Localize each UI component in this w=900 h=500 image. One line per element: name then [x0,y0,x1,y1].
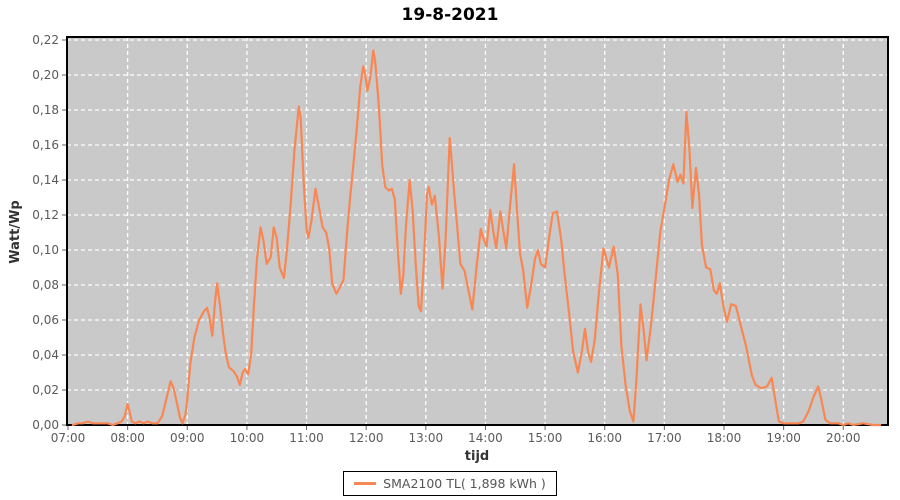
plot-border [66,36,889,426]
y-tick-label: 0,20 [32,68,59,82]
y-tick-label: 0,22 [32,33,59,47]
legend-line-swatch [354,482,377,485]
y-tick-label: 0,12 [32,208,59,222]
y-tick-label: 0,02 [32,383,59,397]
y-tick-label: 0,00 [32,418,59,432]
x-tick-label: 18:00 [707,431,742,445]
x-tick-label: 12:00 [349,431,384,445]
x-tick-label: 19:00 [766,431,801,445]
y-tick-label: 0,16 [32,138,59,152]
x-tick-label: 16:00 [587,431,622,445]
y-tick-label: 0,08 [32,278,59,292]
y-tick-label: 0,04 [32,348,59,362]
x-tick-label: 15:00 [528,431,563,445]
y-axis-title: Watt/Wp [8,200,23,263]
x-tick-label: 07:00 [51,431,86,445]
legend-series-label: SMA2100 TL( 1,898 kWh ) [383,476,546,491]
x-tick-label: 09:00 [170,431,205,445]
x-tick-label: 11:00 [289,431,324,445]
line-chart: 07:00 08:00 09:00 10:00 11:00 12:00 13:00 14:00… [8,33,889,464]
x-tick-label: 13:00 [409,431,444,445]
x-tick-label: 17:00 [647,431,682,445]
x-tick-label: 14:00 [468,431,503,445]
x-tick-label: 20:00 [826,431,861,445]
y-tick-label: 0,06 [32,313,59,327]
legend: SMA2100 TL( 1,898 kWh ) [0,471,900,496]
x-tick-label: 08:00 [110,431,145,445]
plot-group: 07:00 08:00 09:00 10:00 11:00 12:00 13:00 14:00… [32,33,889,445]
x-axis-title: tijd [465,449,489,464]
y-tick-label: 0,14 [32,173,59,187]
legend-box: SMA2100 TL( 1,898 kWh ) [343,471,557,496]
x-tick-label: 10:00 [230,431,265,445]
y-tick-label: 0,10 [32,243,59,257]
plot-area [67,37,888,425]
series-line [71,49,882,427]
chart-title: 19-8-2021 [401,5,499,25]
y-tick-label: 0,18 [32,103,59,117]
